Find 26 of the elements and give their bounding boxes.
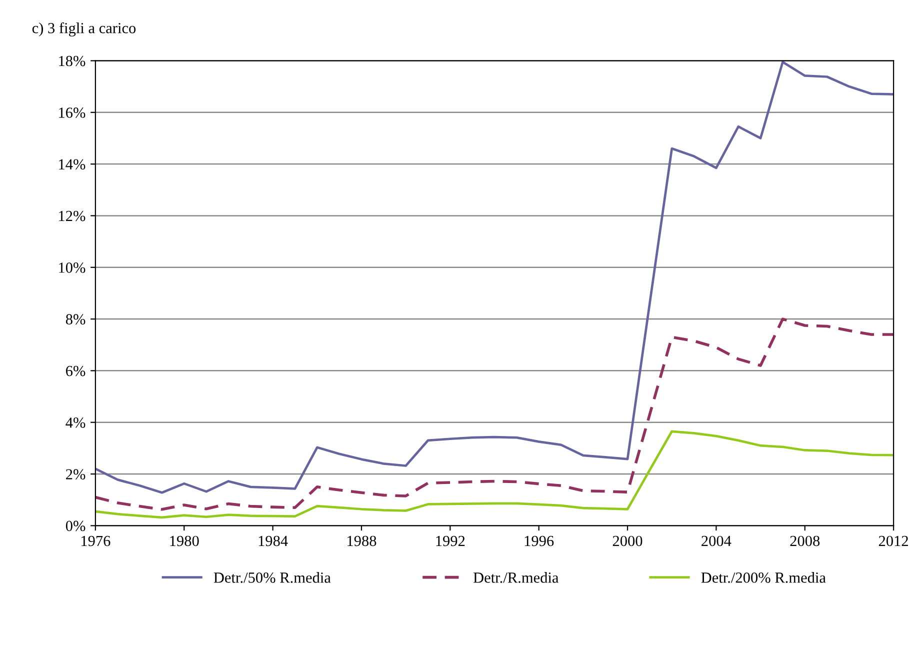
x-tick-label: 2012 bbox=[878, 536, 908, 546]
x-tick-label: 1988 bbox=[348, 536, 376, 546]
y-tick-label: 14% bbox=[59, 159, 86, 170]
y-tick-label: 2% bbox=[66, 469, 86, 480]
line-series bbox=[95, 318, 894, 511]
x-tick-label: 1984 bbox=[258, 536, 288, 546]
x-tick-label: 1976 bbox=[82, 536, 110, 546]
y-tick-label: 6% bbox=[66, 366, 86, 376]
y-tick-label: 12% bbox=[59, 210, 86, 222]
y-tick-label: 0% bbox=[66, 520, 86, 532]
x-tick-label: 2000 bbox=[612, 536, 642, 546]
x-tick-label: 1996 bbox=[524, 536, 554, 546]
x-tick-label: 1980 bbox=[170, 536, 199, 546]
legend-label: Detr./R.media bbox=[473, 572, 559, 583]
x-tick-label: 2008 bbox=[790, 536, 820, 546]
chart-title: c) 3 figli a carico bbox=[32, 22, 136, 36]
x-tick-label: 2004 bbox=[702, 536, 732, 546]
x-tick-label: 1992 bbox=[436, 536, 465, 546]
line-series bbox=[95, 430, 894, 519]
y-tick-label: 4% bbox=[66, 417, 86, 428]
y-tick-label: 8% bbox=[66, 314, 86, 325]
y-tick-label: 16% bbox=[59, 108, 86, 118]
y-tick-label: 10% bbox=[59, 262, 86, 273]
legend-label: Detr./50% R.media bbox=[214, 572, 331, 583]
legend-label: Detr./200% R.media bbox=[701, 572, 826, 583]
y-tick-label: 18% bbox=[59, 56, 86, 66]
